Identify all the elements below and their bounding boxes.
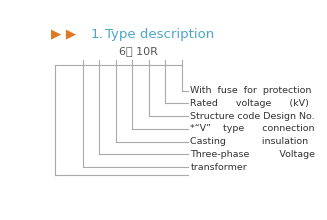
Text: Three-phase          Voltage: Three-phase Voltage: [190, 150, 316, 159]
Text: With  fuse  for  protection: With fuse for protection: [190, 86, 312, 95]
Text: 6． 10R: 6． 10R: [119, 46, 158, 56]
Text: Structure code Design No.: Structure code Design No.: [190, 112, 315, 121]
Text: Casting            insulation: Casting insulation: [190, 137, 308, 146]
Text: 1.: 1.: [90, 28, 103, 40]
Text: *“V”    type      connection: *“V” type connection: [190, 124, 315, 133]
Text: transformer: transformer: [190, 163, 247, 172]
Text: Rated      voltage      (kV): Rated voltage (kV): [190, 99, 309, 108]
Text: ▶ ▶: ▶ ▶: [51, 28, 76, 40]
Text: Type description: Type description: [106, 28, 215, 40]
